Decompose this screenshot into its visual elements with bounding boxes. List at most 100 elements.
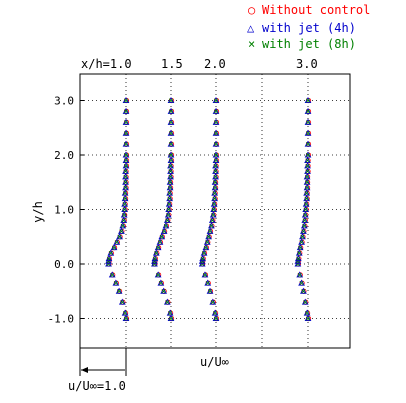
marker-jet-8h [202,272,208,277]
marker-jet-4h [122,167,129,174]
marker-jet-8h [303,212,308,218]
marker-jet-4h [296,244,304,251]
marker-jet-4h [122,314,130,322]
marker-jet-4h [212,118,220,125]
marker-jet-8h [299,280,304,286]
marker-jet-4h [211,309,219,316]
marker-jet-8h [212,196,217,201]
station-label-1-0: x/h=1.0 [81,57,132,71]
marker-jet-8h [303,207,308,212]
marker-jet-4h [304,107,312,114]
marker-jet-8h [213,109,219,114]
marker-jet-4h [122,107,130,114]
marker-jet-8h [213,152,219,158]
marker-jet-4h [121,195,129,202]
marker-jet-8h [213,142,219,147]
marker-jet-4h [113,238,121,245]
marker-jet-8h [123,131,129,136]
station-labels: x/h=1.0 1.5 2.0 3.0 [81,57,318,71]
marker-jet-4h [118,298,126,305]
marker-jet-8h [123,158,129,163]
marker-jet-4h [212,173,219,180]
marker-jet-8h [213,163,218,168]
legend-label-jet-8h: with jet (8h) [262,37,356,51]
marker-jet-8h [201,251,207,256]
marker-jet-8h [211,212,216,218]
marker-jet-4h [154,271,162,278]
marker-jet-4h [206,287,214,294]
marker-jet-4h [304,140,312,147]
marker-jet-8h [213,131,219,136]
marker-jet-8h [156,245,161,250]
plot-frame [79,73,351,349]
y-tick-label: 1.0 [54,204,74,217]
marker-jet-8h [113,280,118,286]
y-tick-labels: 3.0 2.0 1.0 0.0 -1.0 [48,95,84,326]
marker-jet-8h [305,109,311,114]
marker-jet-8h [119,229,124,234]
marker-jet-8h [106,256,112,261]
marker-jet-4h [122,118,130,125]
marker-jet-8h [212,191,217,196]
marker-jet-8h [305,152,311,158]
marker-jet-8h [157,240,163,245]
x-axis-label: u/U∞ [200,355,229,369]
marker-jet-8h [167,191,172,196]
marker-jet-4h [304,118,312,125]
marker-jet-8h [297,272,302,277]
marker-jet-4h [204,279,212,286]
marker-jet-4h [294,255,302,262]
marker-jet-4h [166,189,173,196]
marker-jet-8h [165,300,170,305]
marker-jet-8h [159,234,164,239]
marker-jet-8h [123,316,129,321]
marker-jet-4h [167,129,175,136]
marker-jet-4h [211,195,218,202]
marker-jet-8h [122,212,127,218]
marker-jet-4h [211,189,218,196]
marker-jet-4h [212,96,220,104]
marker-jet-8h [122,201,127,207]
marker-jet-8h [304,310,310,316]
marker-jet-4h [298,238,305,245]
marker-jet-4h [303,173,311,180]
marker-jet-8h [165,218,170,223]
marker-jet-4h [167,151,175,158]
scale-label: u/U∞=1.0 [68,379,126,393]
marker-jet-8h [168,131,174,136]
marker-jet-4h [119,222,127,229]
marker-jet-4h [211,184,219,191]
scale-arrow-head [81,367,88,373]
marker-jet-8h [167,180,173,185]
legend: ○ Without control △ with jet (4h) × with… [247,3,370,51]
marker-jet-8h [303,300,308,305]
marker-jet-4h [301,211,309,218]
marker-jet-8h [305,142,311,147]
marker-jet-8h [123,98,129,103]
marker-jet-4h [167,96,175,104]
marker-jet-4h [167,156,175,163]
marker-jet-4h [122,184,129,191]
marker-jet-4h [295,249,303,256]
marker-jet-4h [122,96,130,104]
marker-jet-4h [167,167,174,174]
marker-jet-4h [167,314,175,322]
station-label-3-0: 3.0 [296,57,318,71]
marker-jet-4h [299,233,306,240]
marker-jet-8h [304,201,309,207]
marker-jet-8h [162,229,167,234]
marker-jet-4h [156,238,164,245]
marker-jet-4h [212,107,220,114]
marker-jet-8h [122,196,128,201]
marker-jet-8h [168,158,174,163]
marker-jet-8h [167,201,172,207]
marker-jet-4h [158,233,166,240]
marker-jet-4h [303,178,311,185]
marker-jet-4h [122,140,130,147]
marker-jet-8h [212,180,218,185]
marker-jet-4h [167,118,175,125]
marker-jet-8h [120,300,125,305]
marker-jet-8h [123,152,129,158]
marker-jet-4h [209,211,217,218]
marker-jet-4h [301,298,309,305]
